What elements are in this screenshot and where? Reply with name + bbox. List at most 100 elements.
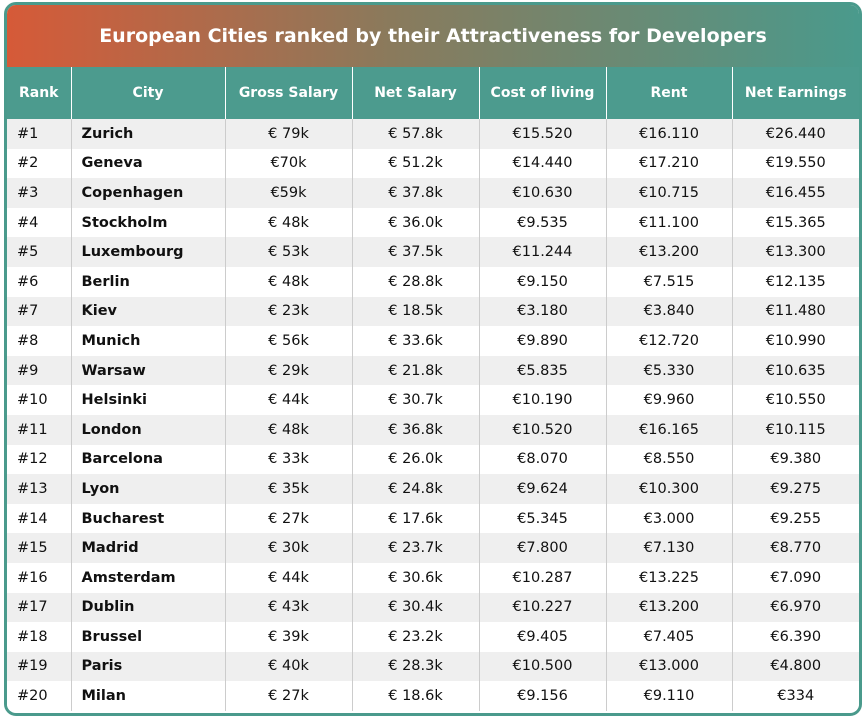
table-cell: € 23k [225,296,353,327]
title: European Cities ranked by their Attracti… [7,5,859,67]
table-cell: €6.970 [732,592,859,623]
table-row: #20 Milan € 27k € 18.6k €9.156 €9.110 €334 [7,681,859,711]
table-cell: €10.300 [606,474,733,504]
table-cell: #9 [7,355,72,386]
table-cell: € 37.5k [352,237,480,267]
table-cell: #17 [7,592,72,623]
ranking-card: European Cities ranked by their Attracti… [4,2,862,716]
table-cell: €3.180 [479,296,607,327]
table-cell: €5.835 [479,355,607,386]
table-cell: €16.165 [606,414,733,445]
column-header: Rank [7,67,72,119]
table-cell: #5 [7,237,72,267]
table-cell: €4.800 [732,651,859,682]
table-cell: €10.500 [479,651,607,682]
table-row: #11 London € 48k € 36.8k €10.520 €16.165 €10.1… [7,414,859,445]
table-cell: €10.630 [479,178,607,208]
table-cell: Warsaw [71,355,226,386]
table-cell: London [71,414,226,445]
table-cell: €10.287 [479,562,607,593]
table-cell: € 53k [225,237,353,267]
table-cell: € 48k [225,207,353,238]
table-cell: € 23.2k [352,622,480,652]
table-cell: Kiev [71,296,226,327]
table-cell: €10.190 [479,385,607,415]
table-cell: €15.365 [732,207,859,238]
table-cell: €13.200 [606,237,733,267]
table-cell: € 48k [225,266,353,297]
table-cell: €10.715 [606,178,733,208]
table-cell: € 29k [225,355,353,386]
table-cell: €15.520 [479,119,607,149]
table-cell: €334 [732,681,859,711]
table-row: #9 Warsaw € 29k € 21.8k €5.835 €5.330 €10.635 [7,355,859,386]
table-cell: € 44k [225,385,353,415]
table-cell: € 33.6k [352,326,480,356]
table-cell: € 36.0k [352,207,480,238]
table-row: #1 Zurich € 79k € 57.8k €15.520 €16.110 €26.44… [7,119,859,149]
table-cell: €13.200 [606,592,733,623]
table-cell: € 30.7k [352,385,480,415]
table-cell: €9.255 [732,503,859,534]
table-cell: € 26.0k [352,444,480,475]
table-cell: € 23.7k [352,533,480,563]
table-cell: €11.244 [479,237,607,267]
table-cell: Copenhagen [71,178,226,208]
table-cell: Paris [71,651,226,682]
table-cell: €16.110 [606,119,733,149]
table-cell: € 30.6k [352,562,480,593]
table-row: #2 Geneva €70k € 51.2k €14.440 €17.210 €19.550 [7,148,859,179]
table-cell: Milan [71,681,226,711]
table-row: #18 Brussel € 39k € 23.2k €9.405 €7.405 €6.390 [7,622,859,652]
table-cell: € 17.6k [352,503,480,534]
table-cell: €8.070 [479,444,607,475]
table-cell: € 35k [225,474,353,504]
table-row: #3 Copenhagen €59k € 37.8k €10.630 €10.715 €16… [7,178,859,208]
table-cell: €10.635 [732,355,859,386]
table-cell: €11.480 [732,296,859,327]
table-row: #10 Helsinki € 44k € 30.7k €10.190 €9.960 €10.… [7,385,859,415]
table-cell: €8.550 [606,444,733,475]
table-cell: Barcelona [71,444,226,475]
table-cell: € 56k [225,326,353,356]
table-cell: Stockholm [71,207,226,238]
table-row: #19 Paris € 40k € 28.3k €10.500 €13.000 €4.800 [7,651,859,682]
table-cell: € 43k [225,592,353,623]
table-cell: €9.624 [479,474,607,504]
column-header: Cost of living [479,67,607,119]
table-cell: € 44k [225,562,353,593]
table-row: #16 Amsterdam € 44k € 30.6k €10.287 €13.225 €7… [7,562,859,593]
table-cell: Lyon [71,474,226,504]
table-cell: € 33k [225,444,353,475]
table-cell: #15 [7,533,72,563]
table-cell: €16.455 [732,178,859,208]
table-cell: €5.330 [606,355,733,386]
table-cell: € 24.8k [352,474,480,504]
table-cell: €10.227 [479,592,607,623]
table-cell: € 18.6k [352,681,480,711]
table-cell: €11.100 [606,207,733,238]
table-cell: € 51.2k [352,148,480,179]
table-cell: #6 [7,266,72,297]
column-header: Rent [606,67,733,119]
table-cell: #11 [7,414,72,445]
table-cell: €9.890 [479,326,607,356]
table-cell: € 21.8k [352,355,480,386]
table-cell: #20 [7,681,72,711]
table-cell: € 27k [225,681,353,711]
table-cell: €12.135 [732,266,859,297]
table-cell: €9.110 [606,681,733,711]
column-header: Net Earnings [732,67,859,119]
table-cell: € 18.5k [352,296,480,327]
table-cell: #10 [7,385,72,415]
table-cell: #8 [7,326,72,356]
table-row: #4 Stockholm € 48k € 36.0k €9.535 €11.100 €15.… [7,207,859,238]
table-cell: €9.275 [732,474,859,504]
table-cell: €7.515 [606,266,733,297]
table-row: #6 Berlin € 48k € 28.8k €9.150 €7.515 €12.135 [7,266,859,297]
table-cell: Bucharest [71,503,226,534]
table-cell: €9.156 [479,681,607,711]
table-cell: € 48k [225,414,353,445]
table-cell: Berlin [71,266,226,297]
table-cell: €5.345 [479,503,607,534]
